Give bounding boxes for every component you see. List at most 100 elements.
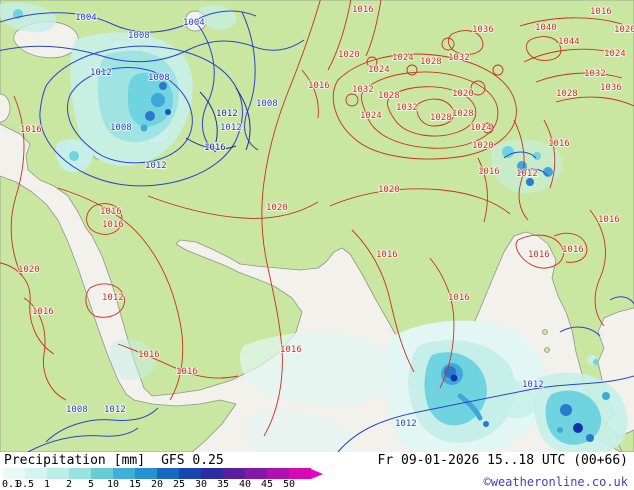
isobar-loop: [441, 37, 455, 51]
scale-segment: [267, 468, 289, 479]
isobar-label: 1028: [378, 91, 400, 101]
isobar-label: 1036: [472, 25, 494, 35]
isobar-label: 1028: [430, 113, 452, 123]
isobar-loop: [366, 56, 378, 68]
precip-spot: [69, 151, 79, 161]
isobar-path: [448, 30, 484, 55]
isobar-path: [45, 407, 159, 443]
precip-streak: [457, 393, 483, 421]
isobar-path: [329, 188, 511, 215]
isobar-labels: 1004 1008 1004 1012 1008 1008 1012 1012 1016 1012…: [17, 4, 634, 430]
isobar-loop: [470, 80, 486, 96]
scale-tick-label: 0.5: [15, 479, 35, 490]
precip-scale-bar: [3, 468, 323, 479]
isobar-path: [10, 95, 25, 277]
isobar-label: 1016: [20, 125, 42, 135]
scale-segment: [91, 468, 113, 479]
copyright-notice: ©weatheronline.co.uk: [483, 475, 629, 489]
isobar-path: [515, 234, 564, 269]
scale-segment: [47, 468, 69, 479]
isobar-label: 1028: [452, 109, 474, 119]
isobar-label: 1016: [176, 367, 198, 377]
isobar-label: 1012: [216, 109, 238, 119]
isobar-label: 1044: [558, 37, 580, 47]
precip-spot: [586, 434, 594, 442]
scale-arrow: [311, 468, 323, 479]
precip-spot: [145, 111, 155, 121]
isobar-path: [513, 119, 556, 221]
isobar-layer-navy: [185, 87, 251, 151]
scale-tick-label: 0.1: [1, 479, 21, 490]
unit-label: [mm]: [113, 453, 146, 468]
isobar-loop: [406, 64, 418, 76]
precip-spot: [560, 404, 572, 416]
isobar-loop: [492, 64, 504, 76]
isobar-label: 1020: [18, 265, 40, 275]
island-andaman: [544, 347, 550, 353]
isobar-label: 1012: [104, 405, 126, 415]
scale-tick-label: 2: [65, 479, 73, 490]
scale-segment: [245, 468, 267, 479]
isobar-label: 1024: [470, 123, 492, 133]
precip-ocean-faint: [244, 412, 354, 452]
scale-segment: [69, 468, 91, 479]
isobar-label: 1012: [102, 293, 124, 303]
precip-spot: [543, 167, 553, 177]
isobar-label: 1020: [472, 141, 494, 151]
isobar-path: [235, 87, 251, 151]
precip-spot: [165, 109, 171, 115]
isobar-path: [0, 262, 55, 355]
isobar-label: 1016: [376, 250, 398, 260]
precip-spot: [140, 124, 148, 132]
isobar-path: [519, 17, 634, 107]
isobar-path: [117, 343, 239, 379]
isobar-path: [0, 10, 257, 33]
isobar-label: 1016: [308, 81, 330, 91]
isobar-path: [85, 283, 125, 318]
scale-tick-label: 35: [216, 479, 230, 490]
scale-segment: [113, 468, 135, 479]
isobar-path: [57, 187, 184, 401]
isobar-loop: [345, 93, 359, 107]
isobar-path: [241, 11, 259, 151]
isobar-label: 1004: [183, 18, 205, 28]
precip-spot: [159, 82, 167, 90]
isobar-loop: [482, 122, 494, 134]
aegean-notch: [0, 93, 11, 123]
scale-segment: [179, 468, 201, 479]
isobar-label: 1016: [562, 245, 584, 255]
parameter-label: Precipitation: [4, 453, 106, 468]
scale-tick-label: 50: [282, 479, 296, 490]
isobar-label: 1032: [396, 103, 418, 113]
scale-tick-label: 20: [150, 479, 164, 490]
isobar-path: [199, 91, 218, 143]
isobar-label: 1036: [600, 83, 622, 93]
isobar-path: [526, 36, 562, 61]
isobar-path: [332, 53, 517, 160]
scale-tick-label: 15: [128, 479, 142, 490]
scale-tick-label: 10: [106, 479, 120, 490]
isobar-path: [589, 209, 606, 327]
scale-segment: [289, 468, 311, 479]
scale-segment: [223, 468, 245, 479]
scale-segment: [157, 468, 179, 479]
isobar-label: 1016: [528, 250, 550, 260]
precip-spot: [573, 423, 583, 433]
model-label: GFS 0.25: [161, 453, 224, 468]
scale-tick-label: 40: [238, 479, 252, 490]
isobar-label: 1020: [266, 203, 288, 213]
scale-segment: [201, 468, 223, 479]
forecast-datetime: Fr 09-01-2026 15..18 UTC (00+66): [377, 453, 628, 468]
isobar-path: [416, 98, 455, 127]
isobar-label: 1020: [452, 89, 474, 99]
isobar-path: [301, 69, 319, 119]
precip-topleft: [0, 2, 57, 33]
scale-segment: [3, 468, 25, 479]
isobar-label: 1016: [102, 220, 124, 230]
isobar-path: [67, 66, 193, 164]
isobar-path: [429, 257, 455, 389]
isobar-path: [86, 203, 123, 235]
isobar-label: 1020: [378, 185, 400, 195]
isobar-label: 1012: [145, 161, 167, 171]
isobar-label: 1008: [148, 73, 170, 83]
